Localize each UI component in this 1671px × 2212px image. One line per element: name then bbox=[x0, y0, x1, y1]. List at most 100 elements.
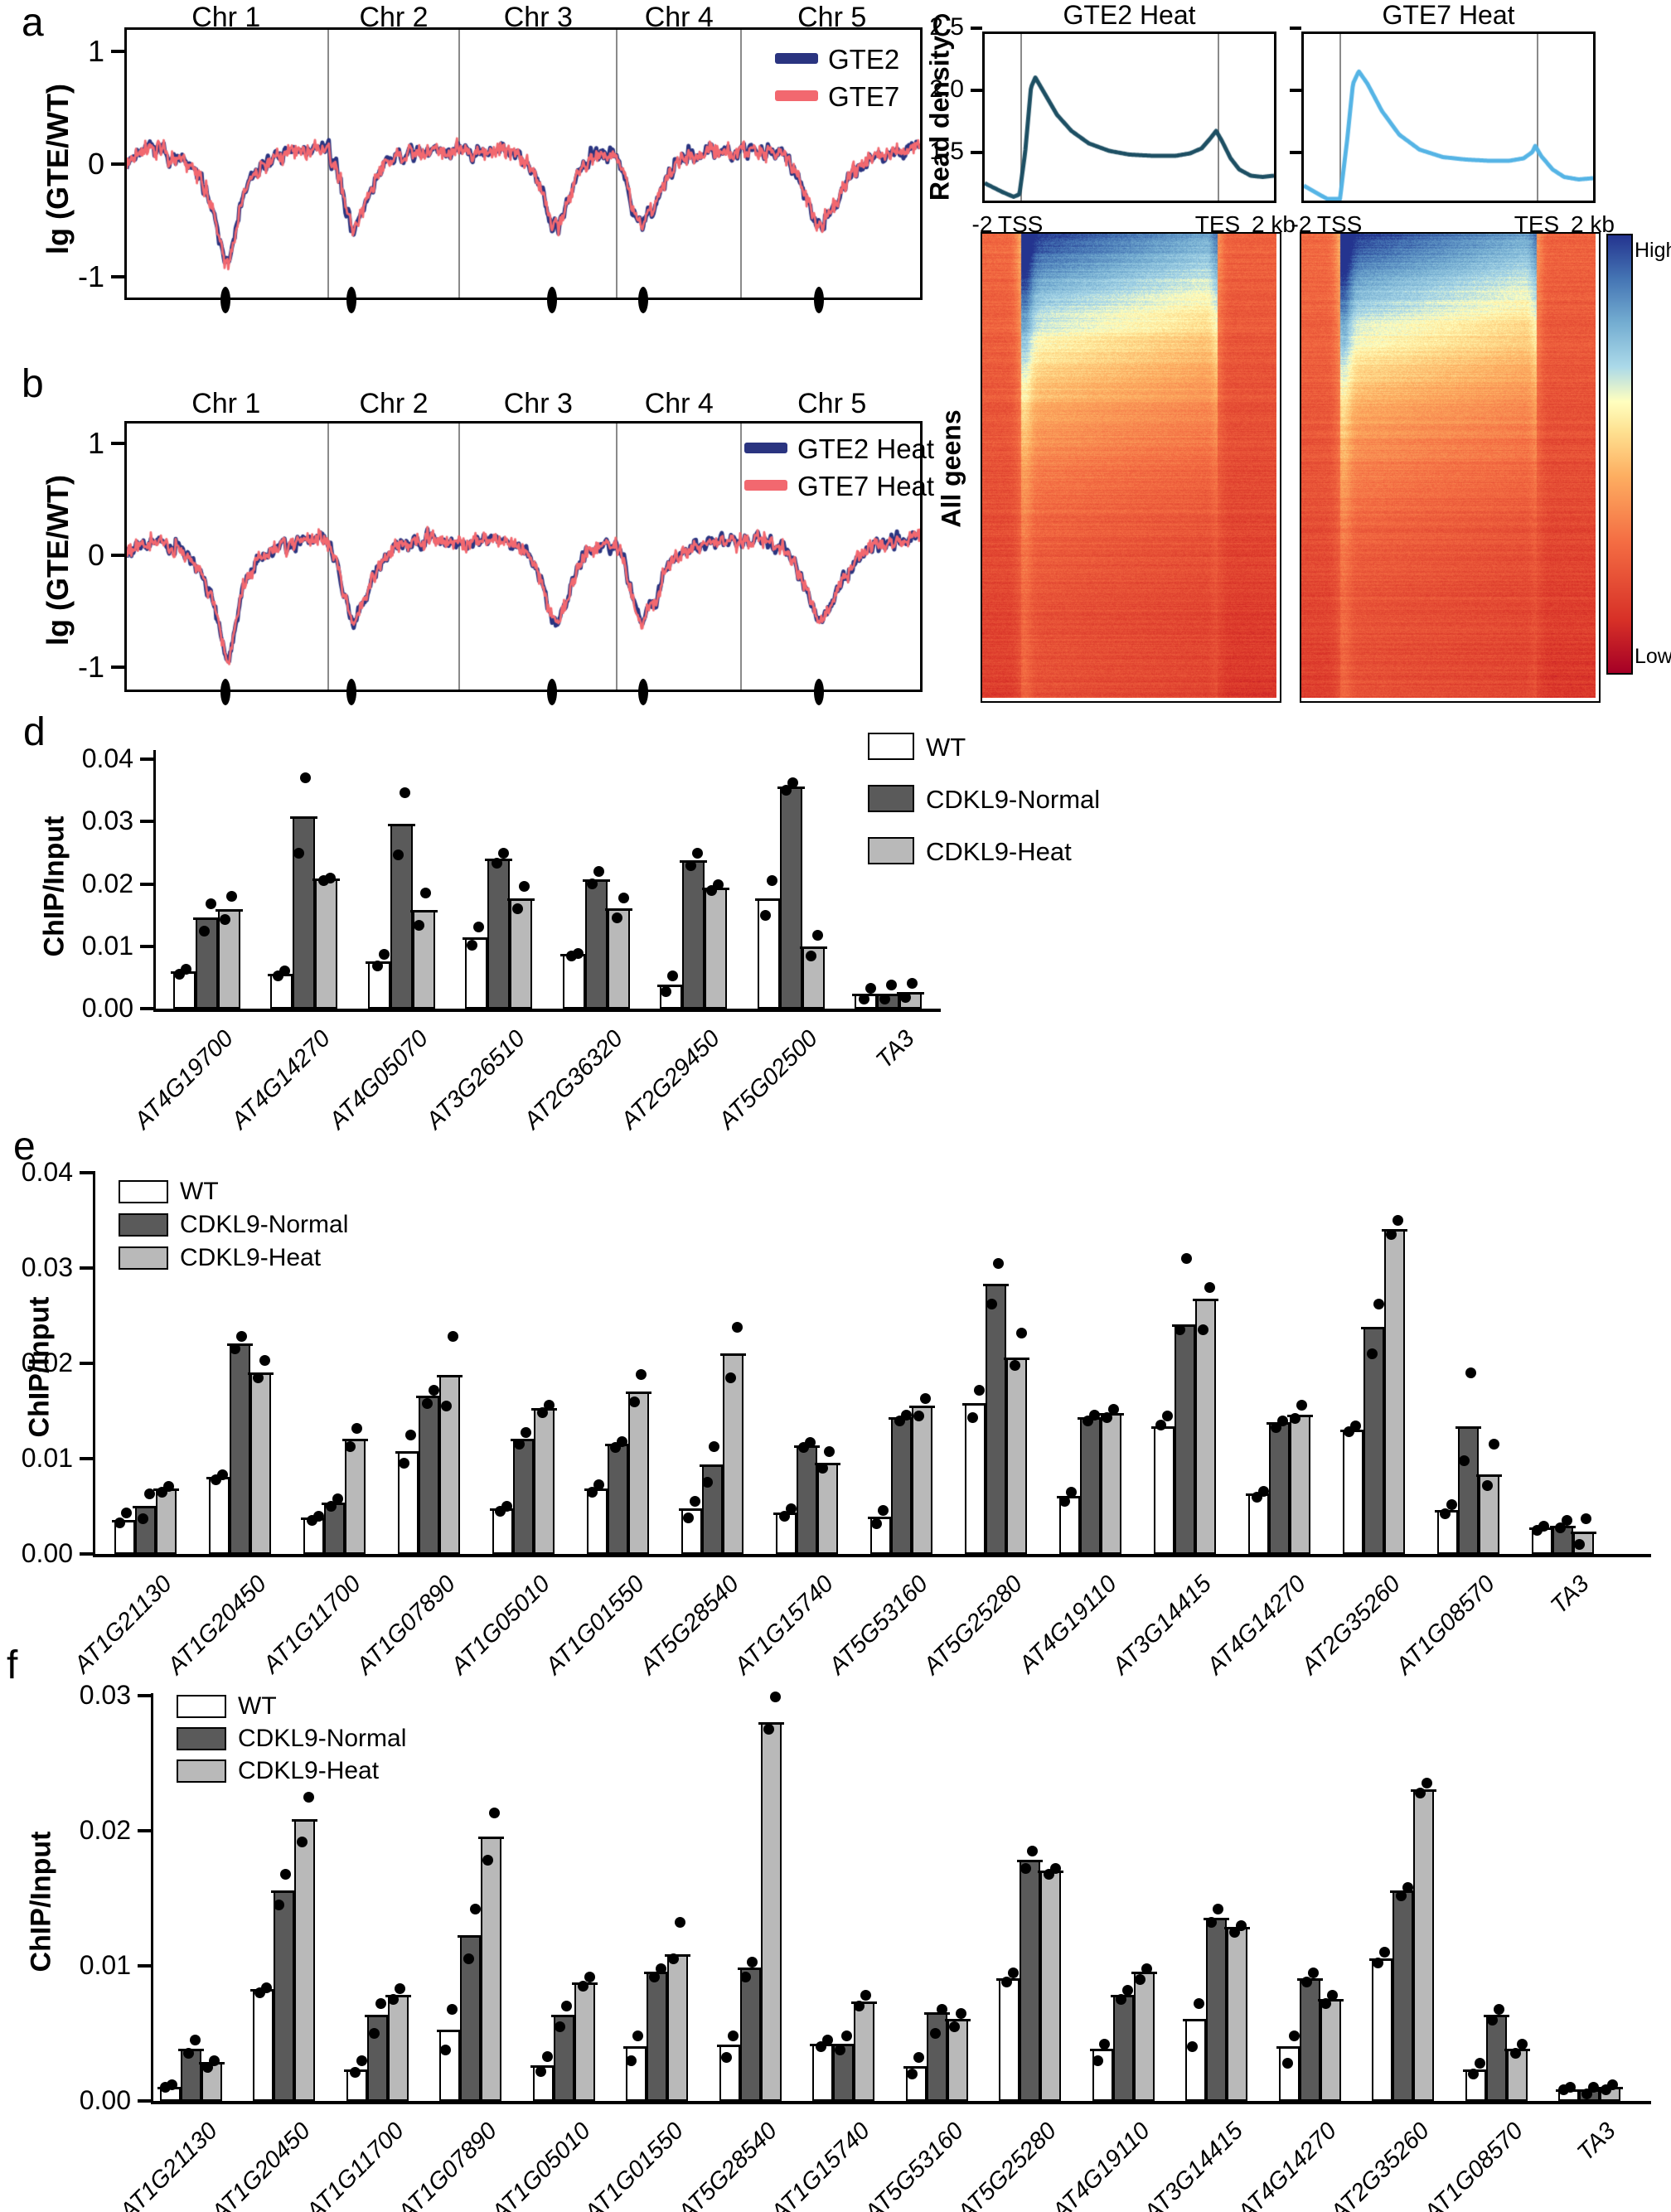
dot-f-11-0-1 bbox=[1194, 1998, 1204, 2010]
yaxis-f bbox=[151, 1693, 153, 2103]
dot-d-1-1-0 bbox=[293, 847, 304, 859]
category-label-e-6: AT5G28540 bbox=[634, 1571, 744, 1680]
ytick-e-3 bbox=[80, 1266, 93, 1270]
bar-e-10-1 bbox=[1079, 1417, 1101, 1554]
bar-cap-d-0-1 bbox=[192, 917, 220, 920]
dot-d-6-2-0 bbox=[805, 950, 816, 961]
category-label-d-6: AT5G02500 bbox=[713, 1025, 823, 1135]
dot-f-8-0-1 bbox=[913, 2052, 924, 2064]
bar-e-5-0 bbox=[586, 1488, 608, 1554]
panel-a-letter: a bbox=[22, 1, 44, 45]
bar-e-13-2 bbox=[1383, 1230, 1405, 1554]
heatmap-canvas-1 bbox=[1301, 234, 1596, 698]
dot-f-5-2-0 bbox=[668, 1953, 679, 1965]
yticklabel-f-2: 0.02 bbox=[79, 1815, 131, 1845]
yticklabel-f-1: 0.01 bbox=[79, 1950, 131, 1980]
dot-f-12-1-0 bbox=[1300, 1977, 1312, 1988]
panel-c-letter: c bbox=[932, 1, 952, 45]
dot-e-15-2-0 bbox=[1573, 1539, 1585, 1550]
legend-swatch-f-0 bbox=[177, 1695, 226, 1718]
bar-e-3-0 bbox=[397, 1451, 419, 1554]
legend-label-f-1: CDKL9-Normal bbox=[238, 1725, 407, 1752]
bar-cap-e-11-1 bbox=[1171, 1324, 1198, 1327]
dot-d-4-0-1 bbox=[572, 947, 584, 959]
bar-f-5-2 bbox=[667, 1954, 688, 2101]
dot-e-6-0-0 bbox=[682, 1512, 694, 1523]
panel-d-letter: d bbox=[23, 710, 46, 754]
dot-f-4-0-0 bbox=[535, 2065, 546, 2077]
bar-f-10-1 bbox=[1112, 1995, 1134, 2101]
bar-cap-e-14-1 bbox=[1455, 1426, 1481, 1430]
bar-e-0-2 bbox=[155, 1488, 177, 1554]
yticklabel-e-3: 0.03 bbox=[21, 1252, 73, 1282]
dot-f-1-2-0 bbox=[297, 1836, 308, 1847]
dot-d-7-1-1 bbox=[886, 979, 897, 990]
dot-f-13-1-0 bbox=[1396, 1890, 1407, 1901]
dot-e-10-2-0 bbox=[1101, 1412, 1112, 1424]
category-label-f-13: AT2G35260 bbox=[1325, 2118, 1436, 2212]
dot-f-11-1-1 bbox=[1213, 1904, 1223, 1915]
dot-f-8-2-0 bbox=[948, 2021, 960, 2032]
dot-f-10-2-1 bbox=[1141, 1963, 1152, 1974]
bar-e-5-1 bbox=[607, 1444, 628, 1554]
bar-cap-f-3-0 bbox=[437, 2030, 463, 2033]
legend-swatch-d-2 bbox=[868, 837, 914, 864]
bar-cap-e-1-1 bbox=[226, 1343, 253, 1346]
dot-e-13-1-0 bbox=[1366, 1348, 1378, 1359]
dot-f-14-1-1 bbox=[1493, 2003, 1504, 2015]
dot-e-14-0-0 bbox=[1439, 1508, 1451, 1520]
ytick-d-4 bbox=[140, 758, 153, 762]
chr-label-2: Chr 2 bbox=[359, 2, 429, 33]
category-label-e-11: AT3G14415 bbox=[1107, 1571, 1217, 1680]
bar-e-9-2 bbox=[1005, 1358, 1027, 1554]
dot-d-4-1-0 bbox=[586, 879, 598, 890]
bar-f-14-2 bbox=[1506, 2050, 1528, 2101]
bar-f-6-1 bbox=[739, 1968, 761, 2101]
bar-e-14-1 bbox=[1457, 1427, 1479, 1554]
bar-cap-d-3-0 bbox=[463, 937, 490, 941]
plot-box-b bbox=[124, 421, 923, 692]
bar-cap-f-6-0 bbox=[716, 2045, 743, 2048]
bar-cap-f-9-1 bbox=[1017, 1859, 1043, 1862]
category-label-f-8: AT5G53160 bbox=[859, 2118, 969, 2212]
dot-f-4-2-0 bbox=[577, 1980, 588, 1992]
bar-e-9-0 bbox=[964, 1404, 986, 1554]
bar-e-2-1 bbox=[323, 1503, 345, 1554]
dot-e-10-0-1 bbox=[1065, 1486, 1077, 1498]
dot-f-5-1-0 bbox=[649, 1971, 660, 1982]
category-label-d-2: AT4G05070 bbox=[323, 1025, 433, 1135]
dot-f-0-1-1 bbox=[189, 2035, 201, 2046]
bar-f-5-1 bbox=[647, 1972, 667, 2101]
bar-e-7-1 bbox=[796, 1446, 817, 1554]
dot-f-2-0-0 bbox=[349, 2067, 361, 2079]
category-label-d-7: TA3 bbox=[871, 1025, 921, 1074]
bar-f-11-1 bbox=[1206, 1918, 1227, 2101]
profile-ytick-1-2 bbox=[1290, 150, 1301, 154]
dot-e-12-1-1 bbox=[1276, 1415, 1288, 1426]
bar-cap-f-7-2 bbox=[851, 2001, 877, 2004]
legend-swatch-d-0 bbox=[868, 733, 914, 760]
dot-e-12-2-1 bbox=[1296, 1400, 1307, 1411]
profile-yticklabel-0: 2.5 bbox=[929, 12, 964, 41]
panel-b-letter: b bbox=[22, 362, 44, 406]
bar-e-1-1 bbox=[229, 1344, 250, 1554]
bar-e-6-2 bbox=[722, 1353, 743, 1554]
bar-cap-e-6-1 bbox=[699, 1464, 725, 1468]
genome-canvas-b bbox=[127, 424, 920, 690]
dot-e-7-0-0 bbox=[778, 1510, 790, 1522]
bar-d-6-1 bbox=[779, 787, 802, 1009]
dot-e-11-2-1 bbox=[1204, 1281, 1215, 1293]
dot-d-7-2-0 bbox=[900, 991, 911, 1003]
chr-label-1: Chr 1 bbox=[191, 2, 261, 33]
dot-d-6-1-1 bbox=[787, 777, 798, 788]
dot-d-7-0-1 bbox=[865, 982, 876, 994]
dot-e-3-0-1 bbox=[404, 1429, 416, 1440]
dot-d-3-1-1 bbox=[498, 847, 509, 859]
bar-cap-f-8-0 bbox=[903, 2066, 929, 2069]
dot-e-11-0-0 bbox=[1155, 1420, 1166, 1431]
category-label-f-6: AT5G28540 bbox=[672, 2118, 782, 2212]
bar-f-9-1 bbox=[1020, 1860, 1040, 2101]
chr-label-5: Chr 5 bbox=[797, 2, 867, 33]
ytick-f-3 bbox=[138, 1694, 151, 1697]
dot-f-6-1-1 bbox=[746, 1956, 758, 1968]
